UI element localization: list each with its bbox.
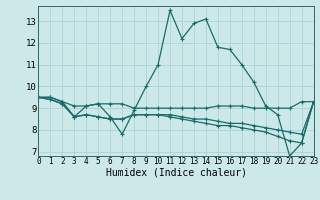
X-axis label: Humidex (Indice chaleur): Humidex (Indice chaleur) <box>106 168 246 178</box>
